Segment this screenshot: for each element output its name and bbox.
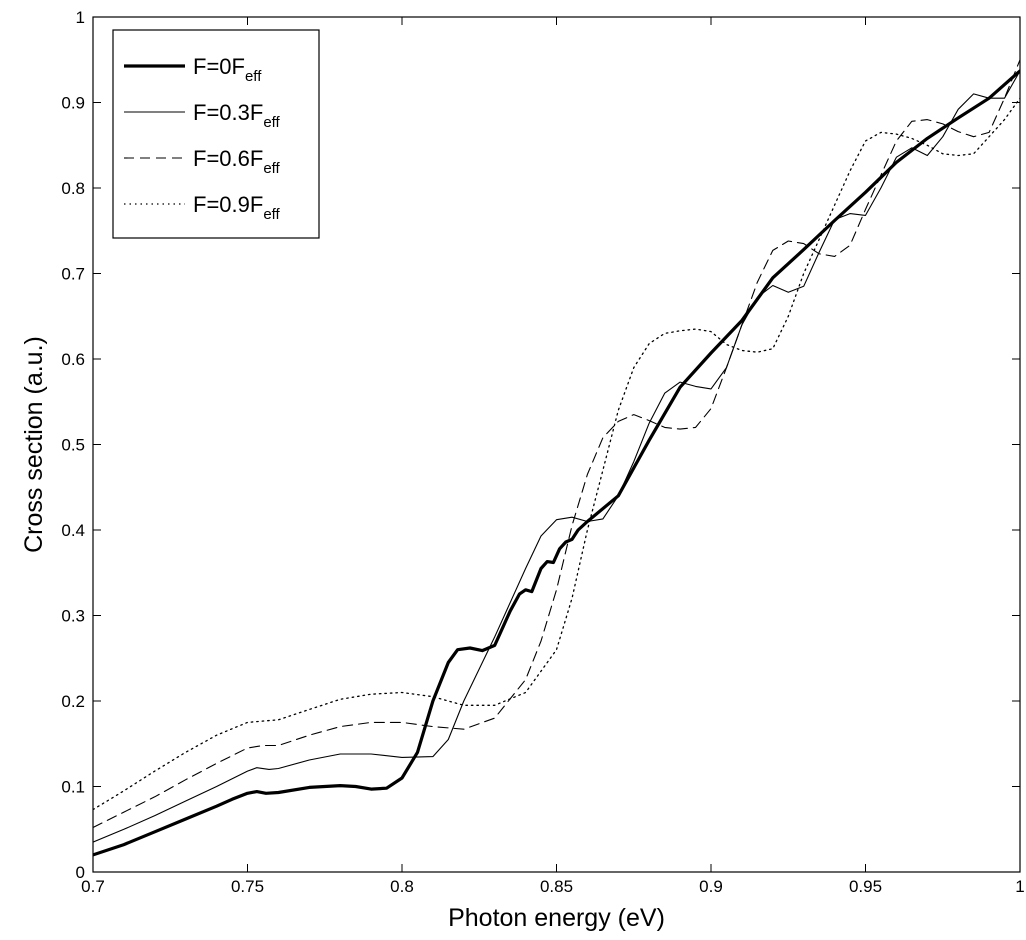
x-tick-label: 0.75 <box>231 877 264 896</box>
y-tick-label: 0.1 <box>61 778 85 797</box>
y-tick-label: 0.5 <box>61 436 85 455</box>
legend-entry-2: F=0.3Feff <box>193 100 281 131</box>
x-axis-label: Photon energy (eV) <box>448 904 665 932</box>
x-tick-label: 0.95 <box>849 877 882 896</box>
ticks-layer: 0.7 0.75 0.8 0.85 0.9 0.95 1 0 0.1 0.2 0.3 0.4 0.5 0.… <box>61 8 1024 896</box>
y-tick-label: 0.7 <box>61 265 85 284</box>
x-tick-label: 0.85 <box>540 877 573 896</box>
y-tick-label: 0 <box>76 863 85 882</box>
series-line-3 <box>93 59 1020 829</box>
y-tick-label: 0.9 <box>61 94 85 113</box>
series-line-4 <box>93 97 1020 811</box>
y-tick-label: 1 <box>76 8 85 27</box>
series-layer <box>93 59 1020 857</box>
x-tick-label: 1 <box>1015 877 1024 896</box>
legend: F=0Feff F=0.3Feff F=0.6Feff F=0.9Feff <box>112 29 320 239</box>
legend-entry-1: F=0Feff <box>193 54 262 85</box>
legend-entry-3: F=0.6Feff <box>193 146 281 177</box>
x-tick-label: 0.8 <box>390 877 414 896</box>
series-line-2 <box>93 70 1020 843</box>
x-tick-label: 0.9 <box>699 877 723 896</box>
y-tick-label: 0.3 <box>61 607 85 626</box>
legend-entry-4: F=0.9Feff <box>193 192 281 223</box>
x-tick-label: 0.7 <box>81 877 105 896</box>
y-axis-label: Cross section (a.u.) <box>20 336 48 553</box>
series-line-1 <box>93 69 1020 857</box>
y-tick-label: 0.4 <box>61 521 85 540</box>
y-tick-label: 0.6 <box>61 350 85 369</box>
y-tick-label: 0.2 <box>61 692 85 711</box>
y-tick-label: 0.8 <box>61 179 85 198</box>
